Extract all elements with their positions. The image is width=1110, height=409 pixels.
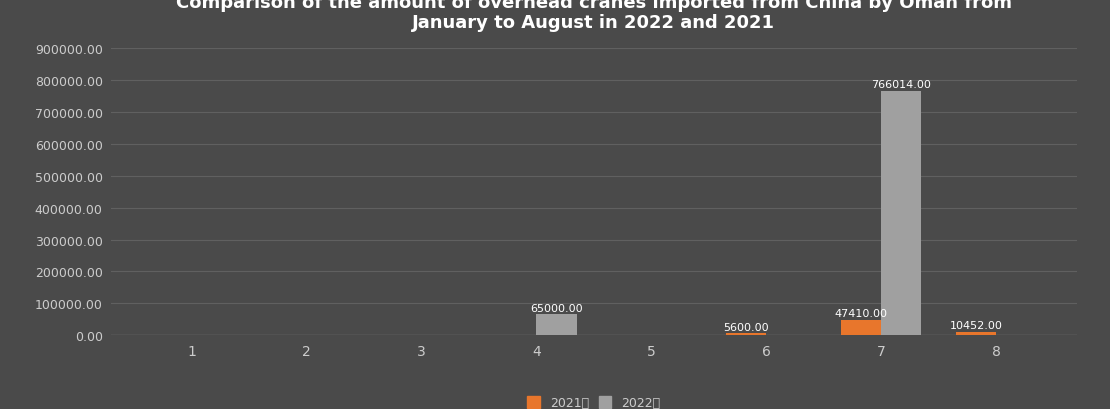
Bar [726, 334, 766, 335]
Title: Comparison of the amount of overhead cranes imported from China by Oman from
Jan: Comparison of the amount of overhead cra… [175, 0, 1012, 32]
Bar [956, 332, 997, 335]
Text: 47410.00: 47410.00 [835, 308, 888, 318]
Text: 766014.00: 766014.00 [871, 80, 931, 90]
Bar [881, 92, 921, 335]
Text: 65000.00: 65000.00 [531, 303, 583, 313]
Bar [841, 320, 881, 335]
Legend: 2021年, 2022年: 2021年, 2022年 [527, 396, 660, 409]
Text: 5600.00: 5600.00 [724, 322, 769, 332]
Text: 10452.00: 10452.00 [950, 320, 1002, 330]
Bar [536, 315, 576, 335]
